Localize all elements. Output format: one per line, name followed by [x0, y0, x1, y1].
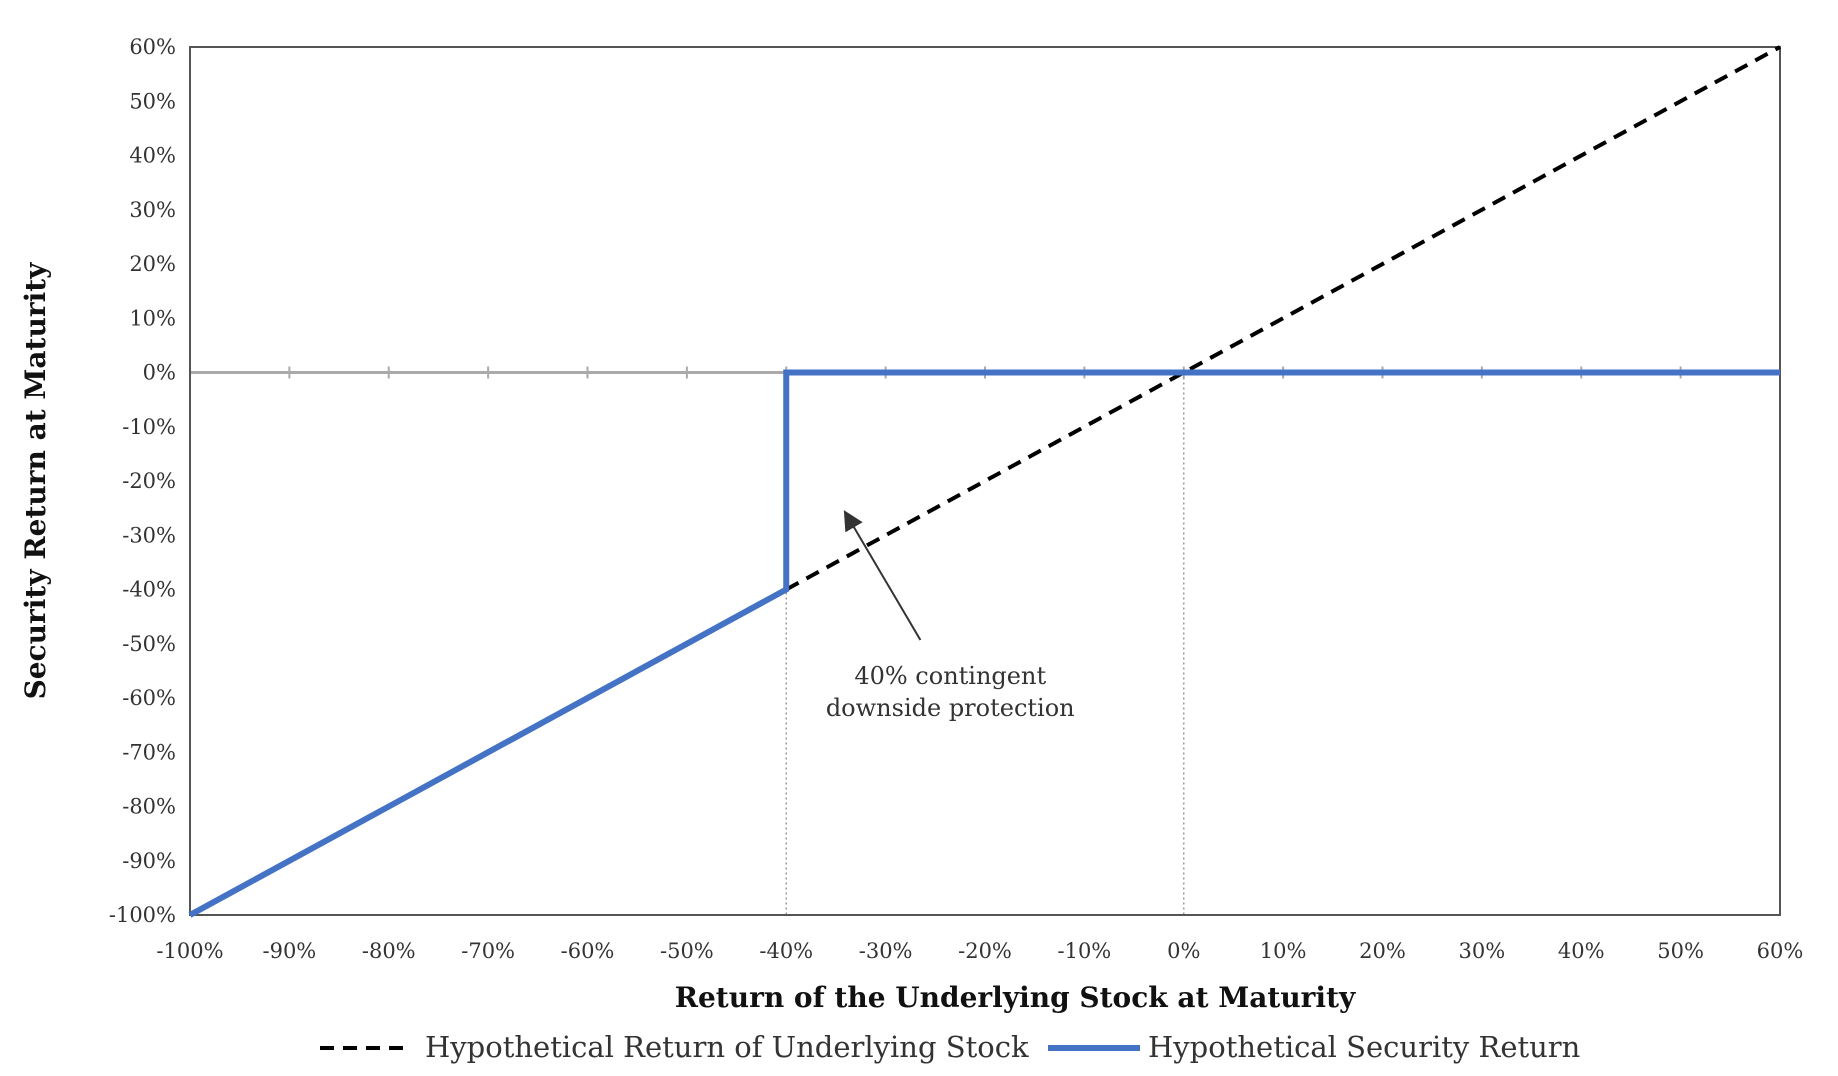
x-tick-label: -10% [1057, 939, 1111, 963]
x-tick-label: 0% [1167, 939, 1200, 963]
y-tick-label: -50% [122, 632, 176, 656]
x-tick-label: -100% [156, 939, 223, 963]
series-security-line [188, 369, 1780, 918]
y-tick-labels: 60% 50% 40% 30% 20% 10% 0% -10% -20% -30% -40% -50%… [109, 35, 176, 927]
x-tick-label: -80% [362, 939, 416, 963]
x-tick-label: -50% [660, 939, 714, 963]
x-tick-label: 10% [1260, 939, 1307, 963]
y-tick-label: 0% [143, 361, 176, 385]
y-tick-label: 60% [129, 35, 176, 59]
x-tick-label: 60% [1757, 939, 1804, 963]
plot-area-border [189, 46, 1781, 916]
y-tick-label: 40% [129, 144, 176, 168]
y-tick-label: 50% [129, 89, 176, 113]
y-tick-label: -40% [122, 578, 176, 602]
y-tick-label: -60% [122, 686, 176, 710]
legend: Hypothetical Return of Underlying Stock … [320, 1030, 1580, 1064]
series-group [188, 45, 1781, 918]
y-tick-label: 10% [129, 306, 176, 330]
x-tick-label: 20% [1359, 939, 1406, 963]
x-tick-label: -60% [561, 939, 615, 963]
y-tick-label: -20% [122, 469, 176, 493]
annotation-text-line-2: downside protection [826, 694, 1075, 722]
y-axis-title: Security Return at Maturity [19, 262, 52, 700]
y-tick-label: 20% [129, 252, 176, 276]
x-tick-label: -20% [958, 939, 1012, 963]
annotation-text-line-1: 40% contingent [854, 662, 1046, 690]
legend-label-underlying: Hypothetical Return of Underlying Stock [425, 1030, 1029, 1064]
x-axis-title: Return of the Underlying Stock at Maturi… [675, 981, 1356, 1014]
annotation-arrow [843, 510, 922, 641]
reference-lines [785, 372, 1185, 915]
x-tick-label: -40% [759, 939, 813, 963]
y-tick-label: -70% [122, 740, 176, 764]
x-tick-label: -90% [262, 939, 316, 963]
y-tick-label: -80% [122, 795, 176, 819]
legend-label-security: Hypothetical Security Return [1148, 1030, 1580, 1064]
x-tick-label: -30% [859, 939, 913, 963]
x-tick-label: -70% [461, 939, 515, 963]
annotation: 40% contingent downside protection [826, 510, 1075, 722]
y-tick-label: -30% [122, 523, 176, 547]
x-tick-labels: -100% -90% -80% -70% -60% -50% -40% -30% -20% -10… [156, 939, 1803, 963]
y-tick-label: -90% [122, 849, 176, 873]
x-tick-label: 50% [1657, 939, 1704, 963]
x-tick-label: 40% [1558, 939, 1605, 963]
x-tick-label: 30% [1459, 939, 1506, 963]
y-tick-label: -10% [122, 415, 176, 439]
series-underlying-line [785, 45, 1781, 592]
y-tick-label: -100% [109, 903, 176, 927]
y-tick-label: 30% [129, 198, 176, 222]
